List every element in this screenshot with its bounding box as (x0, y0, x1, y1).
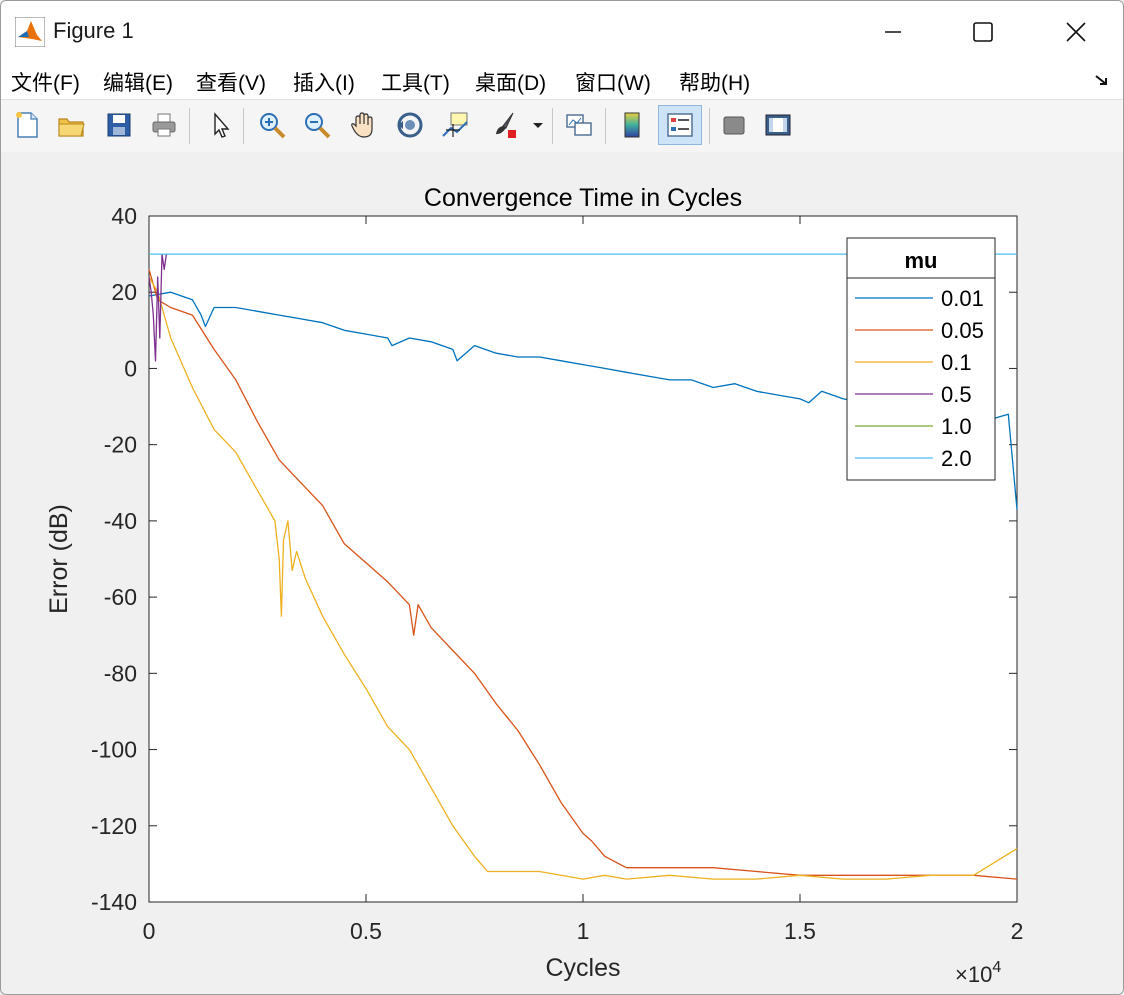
menu-desktop[interactable]: 桌面(D) (475, 72, 547, 95)
menu-edit[interactable]: 编辑(E) (103, 72, 173, 95)
y-tick-label: -40 (104, 508, 137, 534)
zoom-out-button[interactable] (300, 108, 334, 142)
open-file-button[interactable] (54, 108, 88, 142)
x-axis-label: Cycles (545, 954, 620, 982)
plot-svg: Convergence Time in Cycles Cycles Error … (45, 184, 1023, 987)
link-plot-button[interactable] (562, 108, 596, 142)
menu-file[interactable]: 文件(F) (11, 72, 80, 95)
matlab-logo-icon (15, 17, 45, 47)
x-tick-label: 1.5 (784, 918, 816, 944)
hide-plot-tools-icon (723, 116, 745, 135)
toolbar-separator (605, 108, 606, 144)
brush-dropdown-icon (533, 123, 543, 128)
y-tick-label: -80 (104, 660, 137, 686)
x-exponent-base: ×10 (955, 962, 992, 987)
select-arrow-icon (214, 112, 230, 138)
y-tick-label: 20 (111, 279, 137, 305)
show-plot-tools-button[interactable] (761, 108, 795, 142)
x-exponent-power: 4 (992, 959, 1001, 976)
save-button[interactable] (102, 108, 136, 142)
menu-bar: 文件(F) 编辑(E) 查看(V) 插入(I) 工具(T) 桌面(D) 窗口(W… (1, 63, 1123, 99)
data-cursor-icon (442, 112, 468, 137)
toolbar-separator (243, 108, 244, 144)
legend-entry: 2.0 (941, 446, 972, 471)
y-tick-label: -140 (91, 889, 137, 915)
save-icon (107, 113, 131, 137)
rotate-3d-button[interactable] (393, 108, 427, 142)
hide-plot-tools-button[interactable] (717, 108, 751, 142)
toolbar-separator (189, 108, 190, 144)
brush-dropdown-button[interactable] (528, 108, 548, 142)
legend-entry: 0.01 (941, 286, 984, 311)
maximize-icon (973, 22, 993, 42)
menu-help[interactable]: 帮助(H) (679, 72, 751, 95)
brush-button[interactable] (487, 108, 521, 142)
series-line-0.5[interactable] (148, 253, 168, 362)
x-tick-label: 2 (1011, 918, 1024, 944)
legend-entry: 0.1 (941, 350, 972, 375)
minimize-icon (885, 31, 901, 33)
figure-canvas: Convergence Time in Cycles Cycles Error … (1, 152, 1123, 994)
zoom-in-button[interactable] (255, 108, 289, 142)
zoom-in-icon (260, 113, 286, 139)
open-file-icon (58, 118, 85, 137)
toolbar-separator (552, 108, 553, 144)
pan-button[interactable] (346, 108, 380, 142)
x-axis-exponent: ×104 (955, 959, 1001, 987)
close-icon (1066, 22, 1086, 42)
maximize-button[interactable] (951, 9, 1015, 55)
brush-icon (496, 112, 516, 138)
axis-ticks: 0 0.5 1 1.5 2 40 20 0 -20 -40 -60 -80 -100 -120 -140 (91, 203, 1023, 944)
legend[interactable]: mu0.01 0.05 0.1 0.5 1.0 2.0 (846, 237, 996, 481)
y-tick-label: 40 (111, 203, 137, 229)
legend-entry: 0.5 (941, 382, 972, 407)
series-line-0.05[interactable] (148, 269, 1018, 880)
legend-entry: 1.0 (941, 414, 972, 439)
close-button[interactable] (1044, 9, 1108, 55)
minimize-button[interactable] (861, 9, 925, 55)
y-tick-label: -60 (104, 584, 137, 610)
y-tick-label: -100 (91, 737, 137, 763)
colorbar-button[interactable] (615, 108, 649, 142)
y-tick-label: -20 (104, 432, 137, 458)
window-title: Figure 1 (53, 18, 134, 43)
y-axis-label: Error (dB) (45, 504, 73, 614)
legend-button[interactable] (658, 105, 702, 145)
zoom-out-icon (305, 113, 331, 139)
rotate-3d-icon (397, 112, 423, 138)
x-tick-label: 0.5 (350, 918, 382, 944)
menu-tools[interactable]: 工具(T) (381, 72, 450, 95)
y-tick-label: 0 (124, 355, 137, 381)
menu-insert[interactable]: 插入(I) (293, 72, 355, 95)
new-figure-icon (16, 112, 38, 138)
data-cursor-button[interactable] (439, 108, 473, 142)
legend-box (846, 237, 996, 481)
figure-toolbar (1, 99, 1123, 153)
print-button[interactable] (147, 108, 181, 142)
legend-title: mu (905, 248, 938, 273)
new-figure-button[interactable] (10, 108, 44, 142)
pan-hand-icon (351, 112, 373, 138)
title-bar: Figure 1 (1, 1, 1123, 63)
legend-icon (667, 113, 693, 137)
show-plot-tools-icon (765, 114, 791, 136)
series-line-0.1[interactable] (148, 276, 1018, 880)
select-button[interactable] (204, 108, 238, 142)
dock-arrow-icon[interactable] (1093, 71, 1111, 89)
chart-title: Convergence Time in Cycles (424, 184, 742, 212)
menu-view[interactable]: 查看(V) (196, 72, 266, 95)
y-tick-label: -120 (91, 813, 137, 839)
legend-entry: 0.05 (941, 318, 984, 343)
toolbar-separator (709, 108, 710, 144)
colorbar-icon (624, 112, 640, 138)
print-icon (152, 113, 176, 137)
x-tick-label: 0 (143, 918, 156, 944)
link-plot-icon (566, 114, 592, 136)
menu-window[interactable]: 窗口(W) (575, 72, 651, 95)
x-tick-label: 1 (577, 918, 590, 944)
